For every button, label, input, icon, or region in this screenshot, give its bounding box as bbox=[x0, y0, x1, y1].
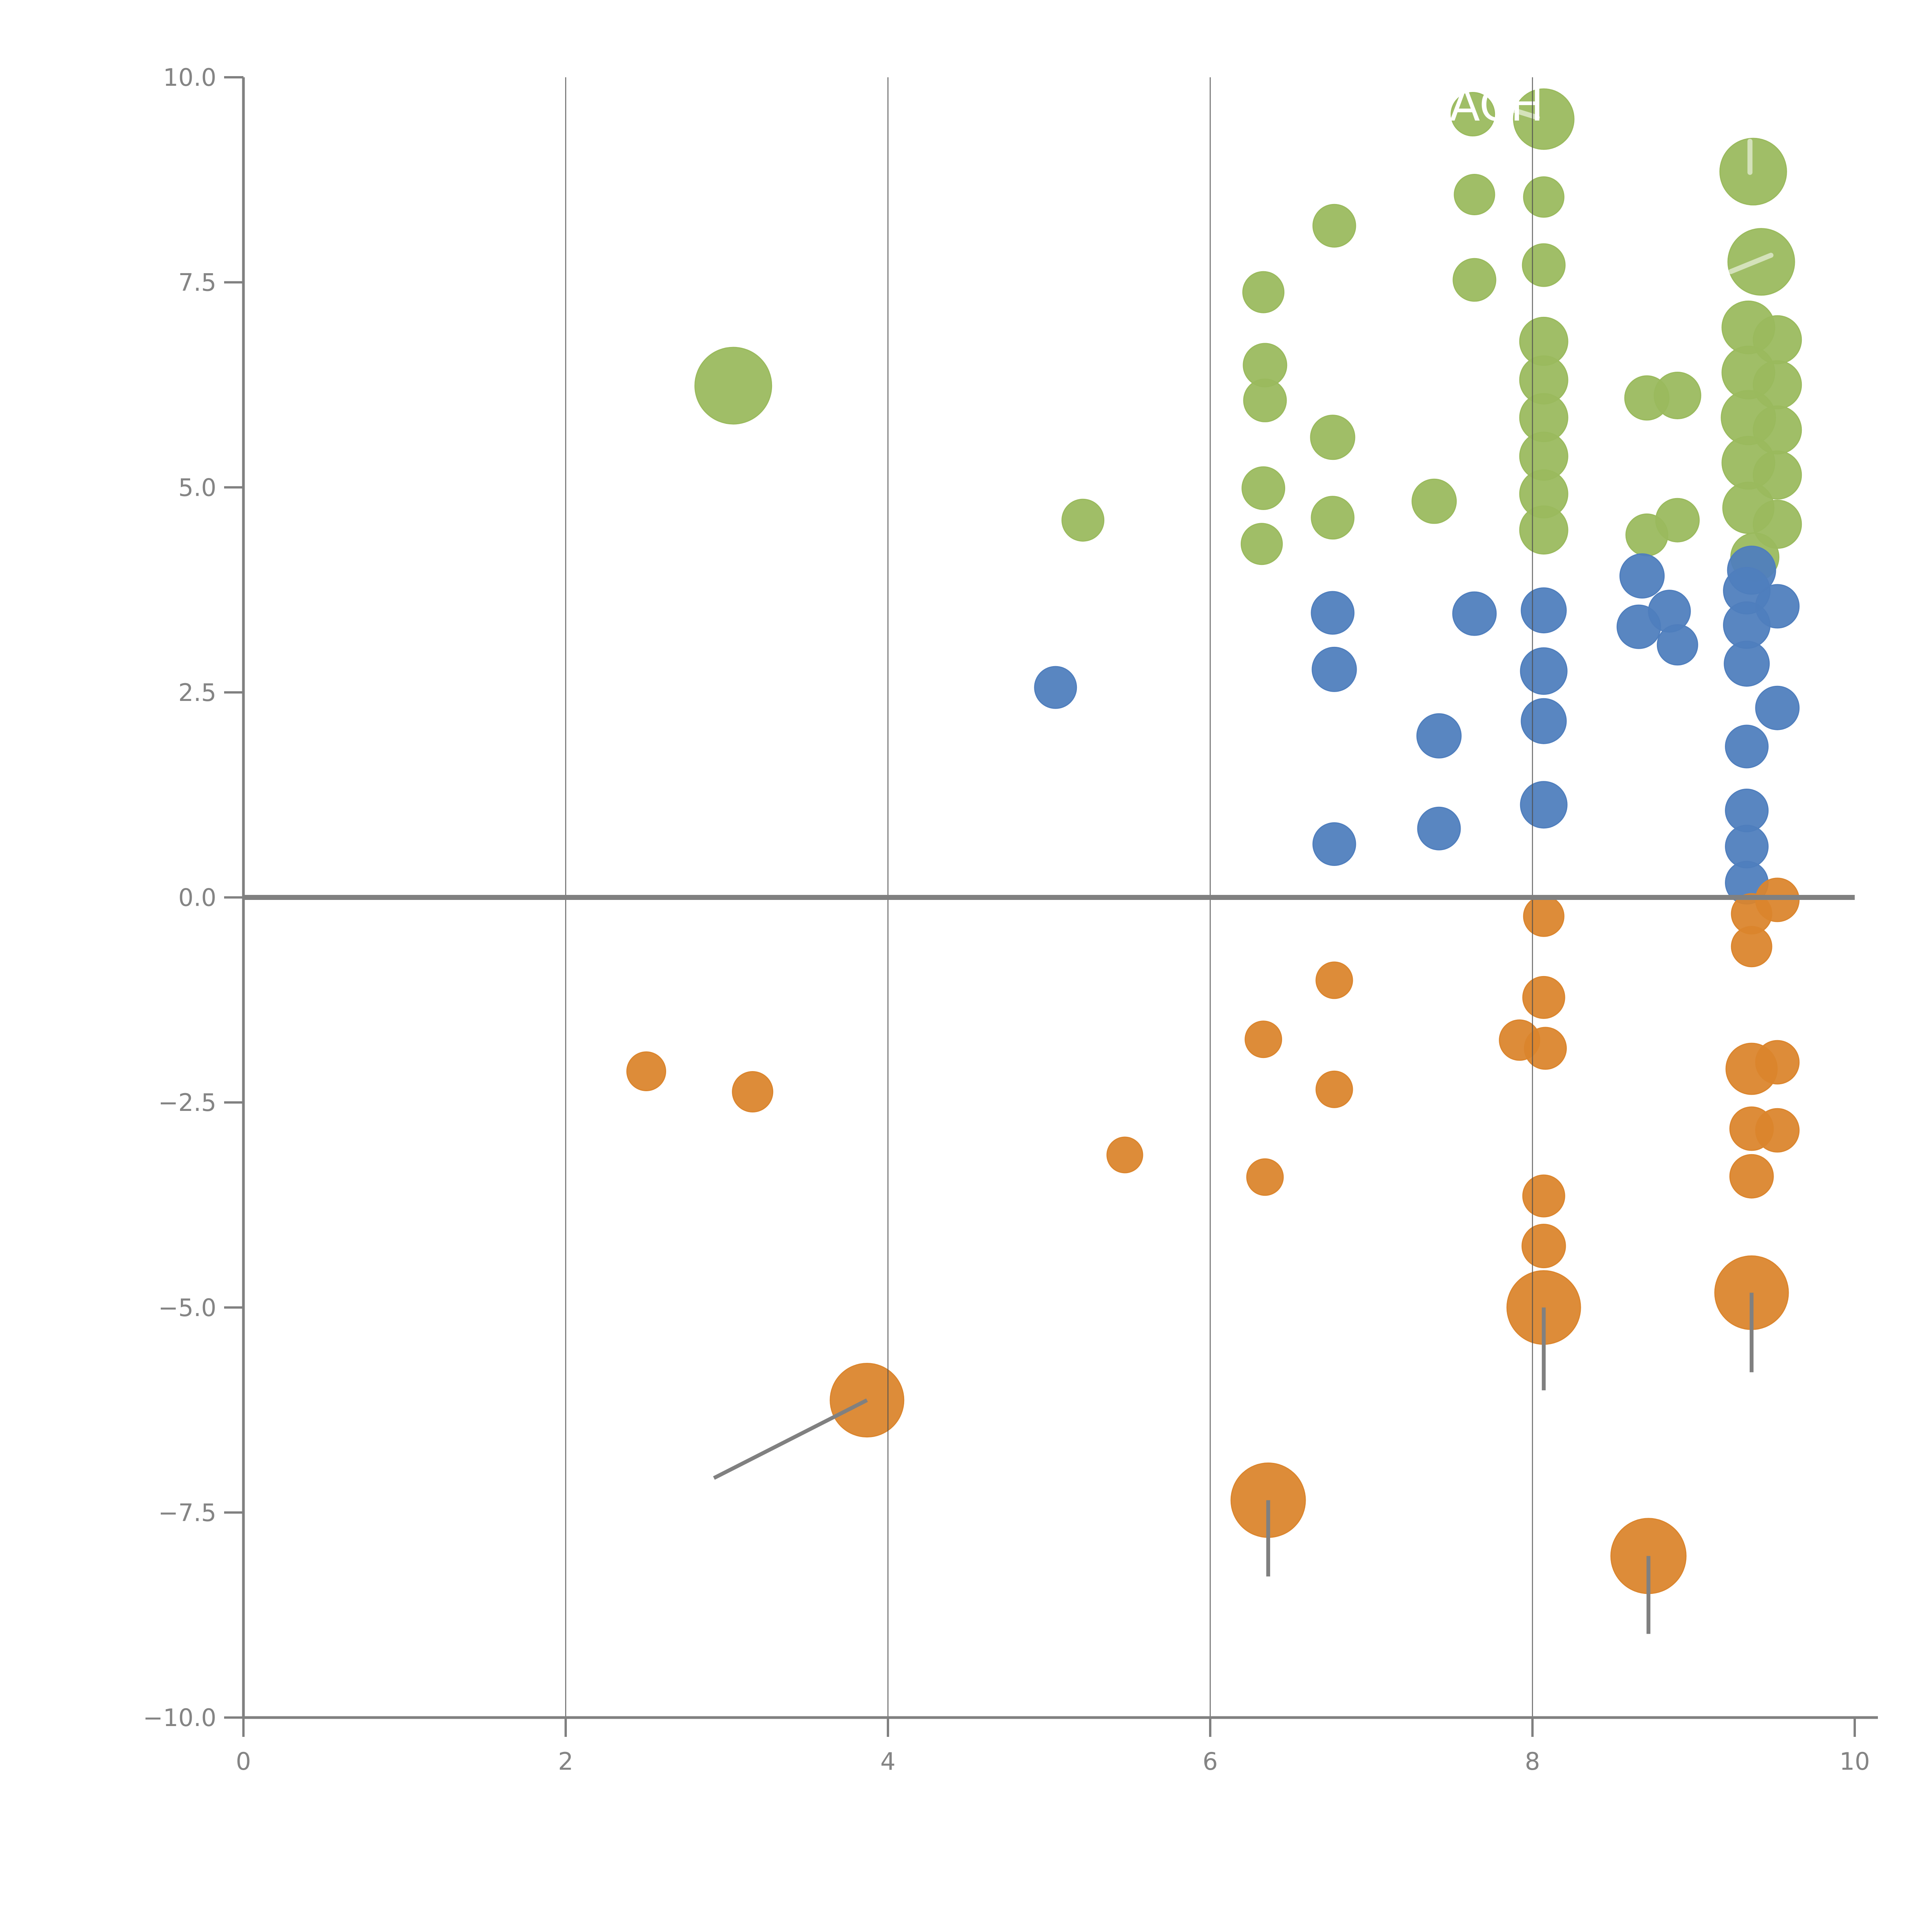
data-point-green bbox=[1653, 372, 1701, 419]
data-point-green bbox=[1242, 271, 1285, 313]
data-point-green bbox=[1753, 450, 1802, 500]
data-point-orange bbox=[1731, 926, 1772, 968]
data-point-blue bbox=[1034, 666, 1077, 709]
data-point-orange bbox=[1729, 1154, 1774, 1199]
data-point-orange bbox=[1522, 976, 1565, 1019]
gridlines-layer bbox=[243, 77, 1855, 1718]
data-point-orange bbox=[1523, 895, 1565, 937]
data-point-blue bbox=[1755, 685, 1800, 730]
plot-title: ACH bbox=[1450, 80, 1544, 131]
y-tick-label: 10.0 bbox=[163, 63, 216, 92]
x-tick-label: 0 bbox=[236, 1747, 251, 1776]
data-point-green bbox=[1719, 138, 1787, 206]
data-point-blue bbox=[1312, 822, 1356, 866]
data-point-orange bbox=[1522, 1174, 1565, 1218]
data-point-green bbox=[1522, 243, 1566, 287]
data-point-blue bbox=[1311, 591, 1355, 635]
x-tick-label: 4 bbox=[880, 1747, 895, 1776]
y-tick-label: 5.0 bbox=[178, 473, 216, 502]
data-point-blue bbox=[1725, 724, 1769, 769]
data-point-blue bbox=[1452, 591, 1497, 636]
data-point-green bbox=[1311, 496, 1355, 540]
data-point-green bbox=[1519, 505, 1568, 555]
data-point-orange bbox=[626, 1051, 666, 1091]
x-tick-label: 8 bbox=[1525, 1747, 1540, 1776]
data-point-blue bbox=[1520, 781, 1568, 829]
x-tick-label: 2 bbox=[558, 1747, 573, 1776]
data-point-green bbox=[1242, 466, 1286, 510]
data-point-blue bbox=[1619, 553, 1665, 599]
stem-lines-layer bbox=[713, 1293, 1754, 1634]
y-tick-label: −2.5 bbox=[158, 1088, 216, 1117]
y-tick-label: −10.0 bbox=[143, 1704, 216, 1732]
axes-layer: 0 2 4 6 8 10 10.0 7.5 5.0 2.5 0.0 −2.5 −5.0 −7.5 −10.0 bbox=[143, 63, 1878, 1776]
data-point-green bbox=[1061, 498, 1105, 542]
data-point-blue bbox=[1755, 584, 1800, 629]
data-point-orange bbox=[1521, 1224, 1566, 1269]
data-point-green bbox=[1310, 415, 1355, 460]
x-tick-label: 6 bbox=[1202, 1747, 1218, 1776]
data-point-green bbox=[1240, 523, 1283, 565]
data-point-green bbox=[1513, 88, 1575, 150]
data-point-orange bbox=[1246, 1158, 1284, 1196]
data-point-green bbox=[1655, 498, 1700, 543]
y-tick-label: −5.0 bbox=[158, 1294, 216, 1322]
bubbles-layer bbox=[626, 88, 1802, 1594]
data-point-blue bbox=[1311, 646, 1357, 692]
data-point-orange bbox=[1755, 1040, 1800, 1085]
data-point-blue bbox=[1417, 806, 1461, 850]
data-point-blue bbox=[1724, 641, 1770, 687]
data-point-orange bbox=[1245, 1020, 1282, 1058]
y-tick-label: 7.5 bbox=[178, 269, 216, 297]
data-point-green bbox=[1523, 176, 1565, 218]
data-point-blue bbox=[1520, 587, 1567, 634]
data-point-orange bbox=[1524, 1027, 1567, 1070]
x-tick-label: 10 bbox=[1840, 1747, 1870, 1776]
data-point-orange bbox=[1315, 1070, 1353, 1108]
data-point-green bbox=[1412, 478, 1457, 524]
data-point-green bbox=[1452, 258, 1497, 302]
data-point-orange bbox=[732, 1071, 774, 1112]
y-tick-label: 0.0 bbox=[178, 884, 216, 912]
highlight-lines-layer bbox=[714, 106, 1774, 1480]
data-point-blue bbox=[1520, 647, 1568, 695]
data-point-orange bbox=[1755, 1108, 1800, 1153]
highlight-line bbox=[1728, 253, 1774, 274]
data-point-green bbox=[1243, 378, 1287, 422]
data-point-green bbox=[1312, 204, 1356, 248]
data-point-green bbox=[1451, 92, 1495, 136]
y-tick-label: −7.5 bbox=[158, 1498, 216, 1527]
data-point-green bbox=[694, 347, 772, 425]
data-point-blue bbox=[1416, 713, 1462, 759]
data-point-orange bbox=[1106, 1136, 1143, 1173]
stem-line bbox=[713, 1398, 868, 1480]
y-tick-label: 2.5 bbox=[178, 679, 216, 707]
data-point-green bbox=[1454, 174, 1495, 215]
data-point-orange bbox=[1315, 961, 1353, 999]
data-point-blue bbox=[1656, 624, 1698, 666]
data-point-blue bbox=[1520, 698, 1567, 744]
